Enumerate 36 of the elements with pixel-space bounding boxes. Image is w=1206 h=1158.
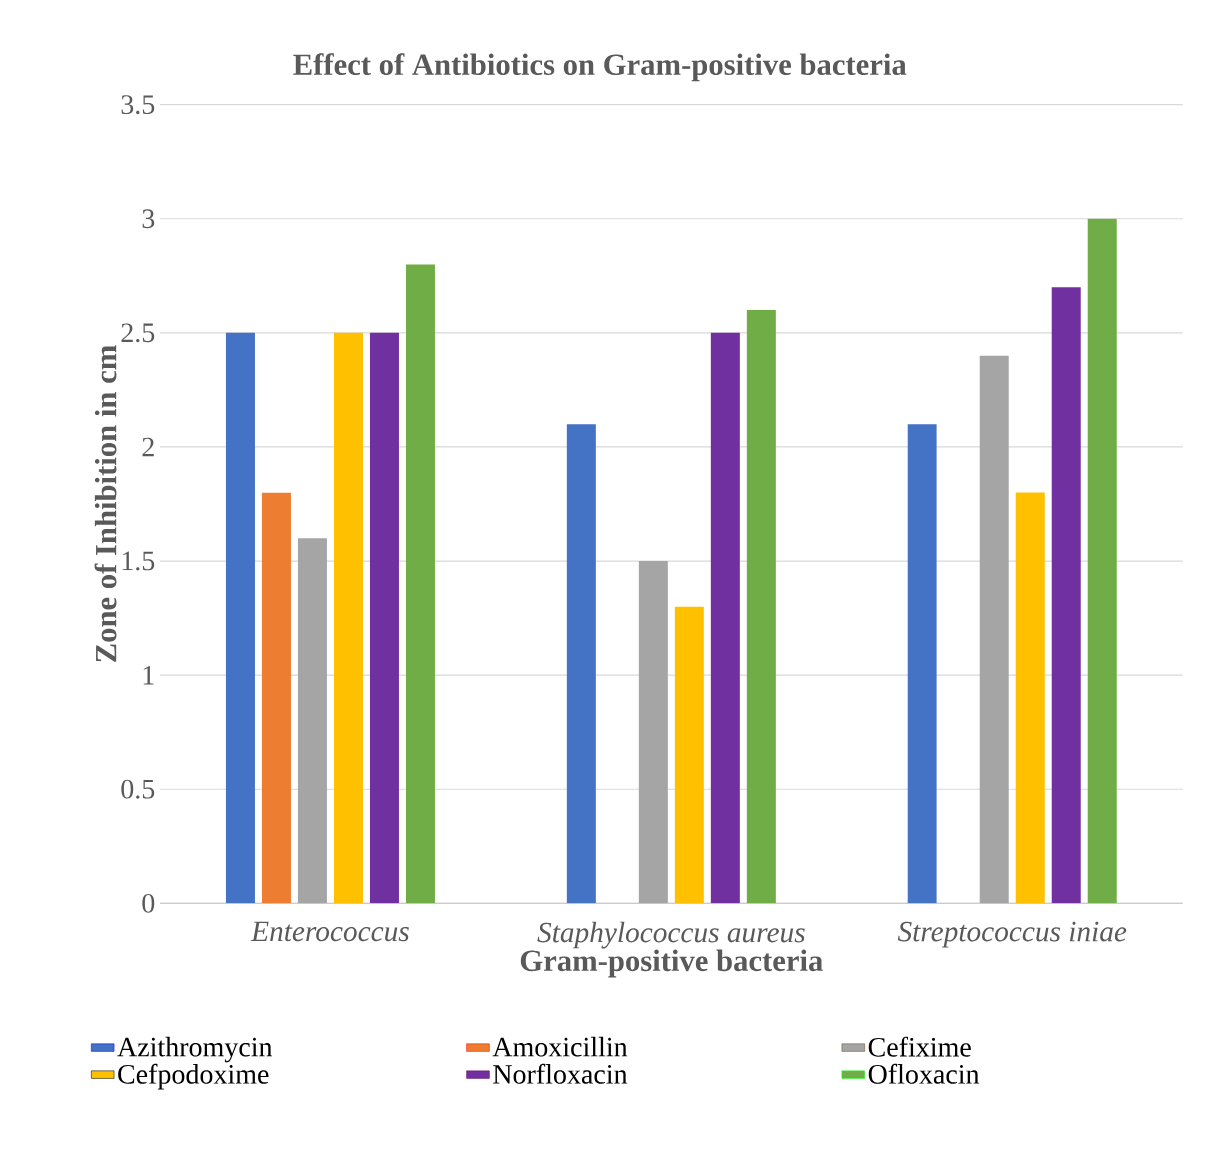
bar	[710, 332, 740, 904]
legend-label: Cefixime	[868, 1036, 971, 1057]
y-tick-label: 0	[142, 893, 155, 913]
y-tick-label: 0.5	[121, 779, 155, 799]
bar	[566, 424, 596, 904]
legend-label: Azithromycin	[117, 1036, 273, 1063]
y-tick-label: 1.5	[122, 551, 155, 571]
legend-label: Cefpodoxime	[118, 1063, 269, 1090]
bar	[405, 264, 435, 904]
bar	[638, 561, 668, 904]
bar	[746, 310, 776, 904]
bar	[907, 424, 937, 904]
bar	[225, 332, 255, 904]
x-tick-label: Streptococcus iniae	[897, 921, 1127, 948]
bar	[1051, 287, 1081, 904]
x-tick-label: Enterococcus	[250, 921, 409, 942]
legend-label: Amoxicillin	[492, 1036, 628, 1057]
y-tick-label: 3	[142, 209, 155, 229]
bar	[674, 606, 704, 904]
bar	[297, 538, 327, 904]
y-axis-title: Zone of Inhibition in cm	[94, 345, 117, 662]
bar	[261, 492, 291, 904]
bar	[1087, 218, 1117, 904]
x-axis-title: Gram-positive bacteria	[520, 949, 823, 978]
y-tick-label: 3.5	[121, 95, 155, 115]
bar	[979, 355, 1009, 904]
bar	[333, 332, 363, 904]
x-tick-label: Staphylococcus aureus	[537, 921, 805, 949]
y-tick-label: 2	[142, 437, 154, 457]
y-tick-label: 1	[143, 665, 154, 685]
legend-label: Ofloxacin	[868, 1063, 980, 1084]
bar	[1015, 492, 1045, 904]
bar	[369, 332, 399, 904]
chart-title: Effect of Antibiotics on Gram-positive bacteria	[293, 53, 907, 82]
legend-label: Norfloxacin	[493, 1063, 628, 1084]
y-tick-label: 2.5	[121, 323, 155, 343]
